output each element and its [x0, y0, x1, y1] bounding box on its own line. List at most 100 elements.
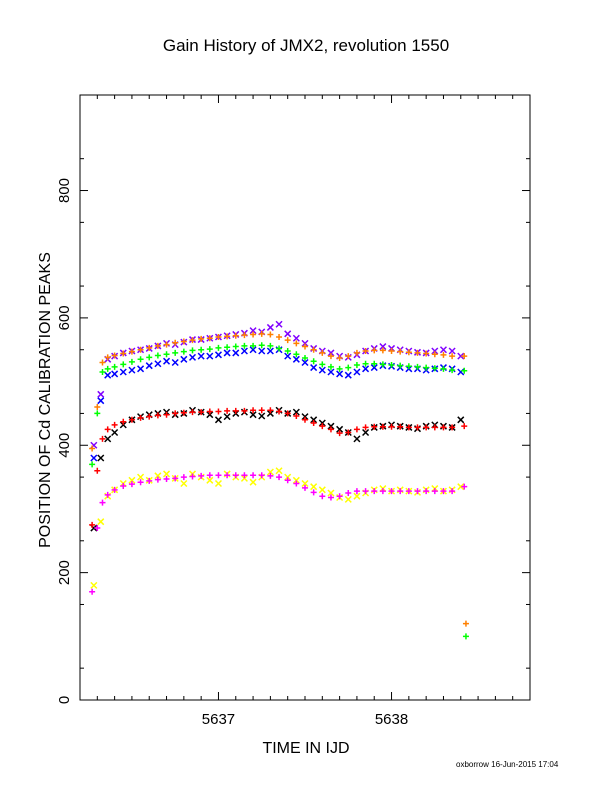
data-point — [180, 479, 188, 488]
data-point — [327, 422, 335, 430]
data-point — [457, 368, 465, 376]
data-point — [461, 423, 468, 430]
data-point — [301, 358, 309, 367]
series-green — [89, 342, 469, 640]
data-point — [267, 472, 274, 479]
y-tick-label: 600 — [56, 305, 73, 330]
data-point — [440, 424, 447, 431]
data-point — [189, 409, 196, 416]
data-point — [362, 424, 369, 431]
data-point — [94, 525, 101, 532]
data-point — [206, 352, 214, 360]
data-point — [397, 423, 404, 430]
data-point — [327, 363, 334, 370]
data-point — [146, 354, 153, 361]
data-point — [206, 476, 214, 484]
data-point — [249, 478, 257, 486]
data-point — [241, 332, 248, 339]
data-point — [414, 424, 421, 431]
data-point — [104, 365, 111, 372]
data-point — [457, 352, 465, 360]
data-point — [232, 349, 240, 357]
series-blue — [90, 346, 465, 462]
data-point — [189, 337, 196, 344]
data-point — [461, 483, 468, 490]
data-point — [180, 474, 187, 481]
chart-title: Gain History of JMX2, revolution 1550 — [162, 36, 450, 55]
data-point — [111, 428, 119, 437]
data-point — [318, 419, 326, 427]
data-point — [457, 483, 465, 491]
data-point — [223, 413, 231, 421]
data-point — [327, 489, 335, 497]
data-point — [344, 371, 352, 379]
data-point — [431, 351, 438, 358]
data-point — [172, 349, 179, 356]
data-point — [310, 358, 317, 365]
data-point — [379, 488, 386, 495]
data-point — [345, 490, 352, 497]
data-point — [336, 493, 343, 500]
data-point — [258, 472, 265, 479]
data-point — [94, 467, 101, 474]
data-point — [163, 411, 170, 418]
data-point — [276, 408, 283, 415]
data-point — [223, 349, 231, 357]
data-point — [224, 333, 231, 340]
data-point — [154, 360, 162, 368]
data-point — [293, 480, 300, 487]
data-point — [104, 371, 112, 379]
data-point — [353, 368, 361, 376]
data-point — [405, 363, 412, 370]
data-point — [104, 491, 111, 498]
data-point — [198, 335, 205, 342]
data-point — [388, 362, 395, 369]
data-point — [462, 633, 469, 640]
data-point — [215, 408, 222, 415]
data-point — [462, 620, 469, 627]
data-point — [189, 347, 196, 354]
data-point — [258, 407, 265, 414]
y-tick-label: 0 — [56, 696, 73, 704]
data-point — [111, 421, 118, 428]
data-point — [276, 345, 283, 352]
data-point — [198, 472, 205, 479]
data-point — [362, 365, 370, 373]
data-point — [292, 408, 300, 416]
data-point — [284, 337, 291, 344]
data-point — [250, 342, 257, 349]
data-point — [171, 358, 179, 367]
data-point — [327, 494, 334, 501]
data-point — [397, 362, 404, 369]
data-point — [449, 367, 456, 374]
data-point — [120, 483, 127, 490]
data-point — [301, 413, 309, 421]
data-point — [302, 355, 308, 362]
data-point — [163, 476, 170, 483]
data-point — [327, 426, 334, 433]
data-point — [111, 352, 118, 359]
data-point — [318, 366, 326, 374]
data-point — [371, 347, 378, 354]
data-point — [440, 365, 447, 372]
data-point — [154, 352, 161, 359]
data-point — [258, 412, 266, 420]
data-point — [128, 348, 135, 355]
data-point — [379, 343, 387, 351]
x-tick-label: 5637 — [202, 711, 235, 728]
data-point — [344, 495, 352, 503]
data-point — [353, 435, 361, 443]
data-point — [266, 468, 274, 476]
data-point — [128, 366, 136, 374]
data-point — [431, 347, 439, 355]
data-point — [362, 428, 370, 437]
data-point — [293, 412, 300, 419]
data-point — [119, 421, 127, 429]
data-point — [345, 364, 352, 371]
data-point — [119, 368, 127, 376]
data-point — [241, 407, 248, 414]
data-point — [128, 358, 135, 365]
data-point — [111, 486, 118, 493]
data-point — [146, 477, 153, 484]
